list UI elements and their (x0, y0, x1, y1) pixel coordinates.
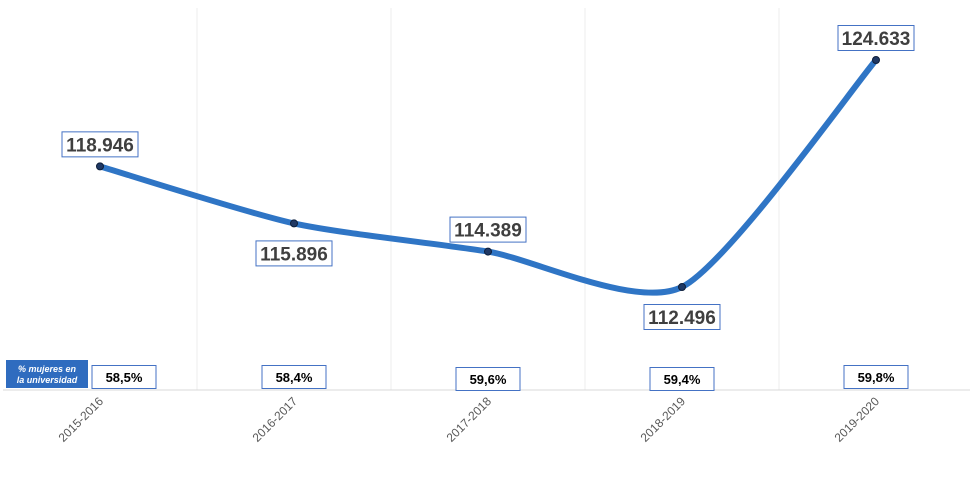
data-label-text: 124.633 (842, 29, 911, 50)
data-label-box (837, 25, 915, 51)
percent-label-box (91, 365, 157, 389)
data-label: 124.633 (837, 25, 915, 51)
badge-line-2: la universidad (17, 375, 78, 385)
percent-label: 58,4% (261, 365, 327, 389)
x-tick-labels: 2015-2016 2016-2017 2017-2018 2018-2019 2019… (56, 394, 883, 445)
data-label-text: 112.496 (648, 308, 716, 329)
x-tick-label: 2016-2017 (250, 394, 301, 445)
percent-label-text: 58,4% (276, 370, 313, 385)
x-tick-label: 2018-2019 (638, 394, 689, 445)
percent-label-text: 59,6% (470, 372, 507, 387)
data-label-text: 118.946 (66, 135, 134, 156)
percent-label: 58,5% (91, 365, 157, 389)
data-markers (96, 56, 880, 291)
data-label-box (255, 240, 333, 267)
secondary-row: % mujeres en la universidad 58,5% 58,4% 59… (6, 360, 909, 391)
data-point (484, 247, 492, 256)
gridlines (196, 8, 780, 390)
data-label: 114.389 (449, 216, 527, 243)
percent-label-box (649, 367, 715, 391)
percent-label: 59,8% (843, 365, 909, 389)
data-point (290, 219, 298, 228)
percent-label-text: 58,5% (106, 370, 143, 385)
series-line (97, 57, 879, 296)
secondary-row-badge: % mujeres en la universidad (6, 360, 88, 388)
x-tick-label: 2015-2016 (56, 394, 107, 445)
percent-label-text: 59,4% (664, 372, 701, 387)
percent-label-box (455, 367, 521, 391)
data-label-text: 114.389 (454, 221, 522, 242)
x-tick-label: 2017-2018 (444, 394, 495, 445)
data-label: 112.496 (643, 304, 721, 330)
percent-label: 59,4% (649, 367, 715, 391)
value-labels: 118.946 115.896 114.389 112.496 124.633 (61, 25, 915, 330)
data-label-box (643, 304, 721, 330)
percent-label-box (843, 365, 909, 389)
data-point (872, 56, 880, 64)
data-point (678, 283, 686, 291)
data-label-box (61, 131, 139, 158)
badge-line-1: % mujeres en (18, 364, 77, 374)
data-label: 118.946 (61, 131, 139, 158)
x-tick-label: 2019-2020 (832, 394, 883, 445)
data-point (96, 162, 104, 171)
data-label-box (449, 216, 527, 243)
data-label: 115.896 (255, 240, 333, 267)
percent-label-text: 59,8% (858, 370, 895, 385)
data-label-text: 115.896 (260, 244, 328, 265)
percent-label-box (261, 365, 327, 389)
percent-label: 59,6% (455, 367, 521, 391)
